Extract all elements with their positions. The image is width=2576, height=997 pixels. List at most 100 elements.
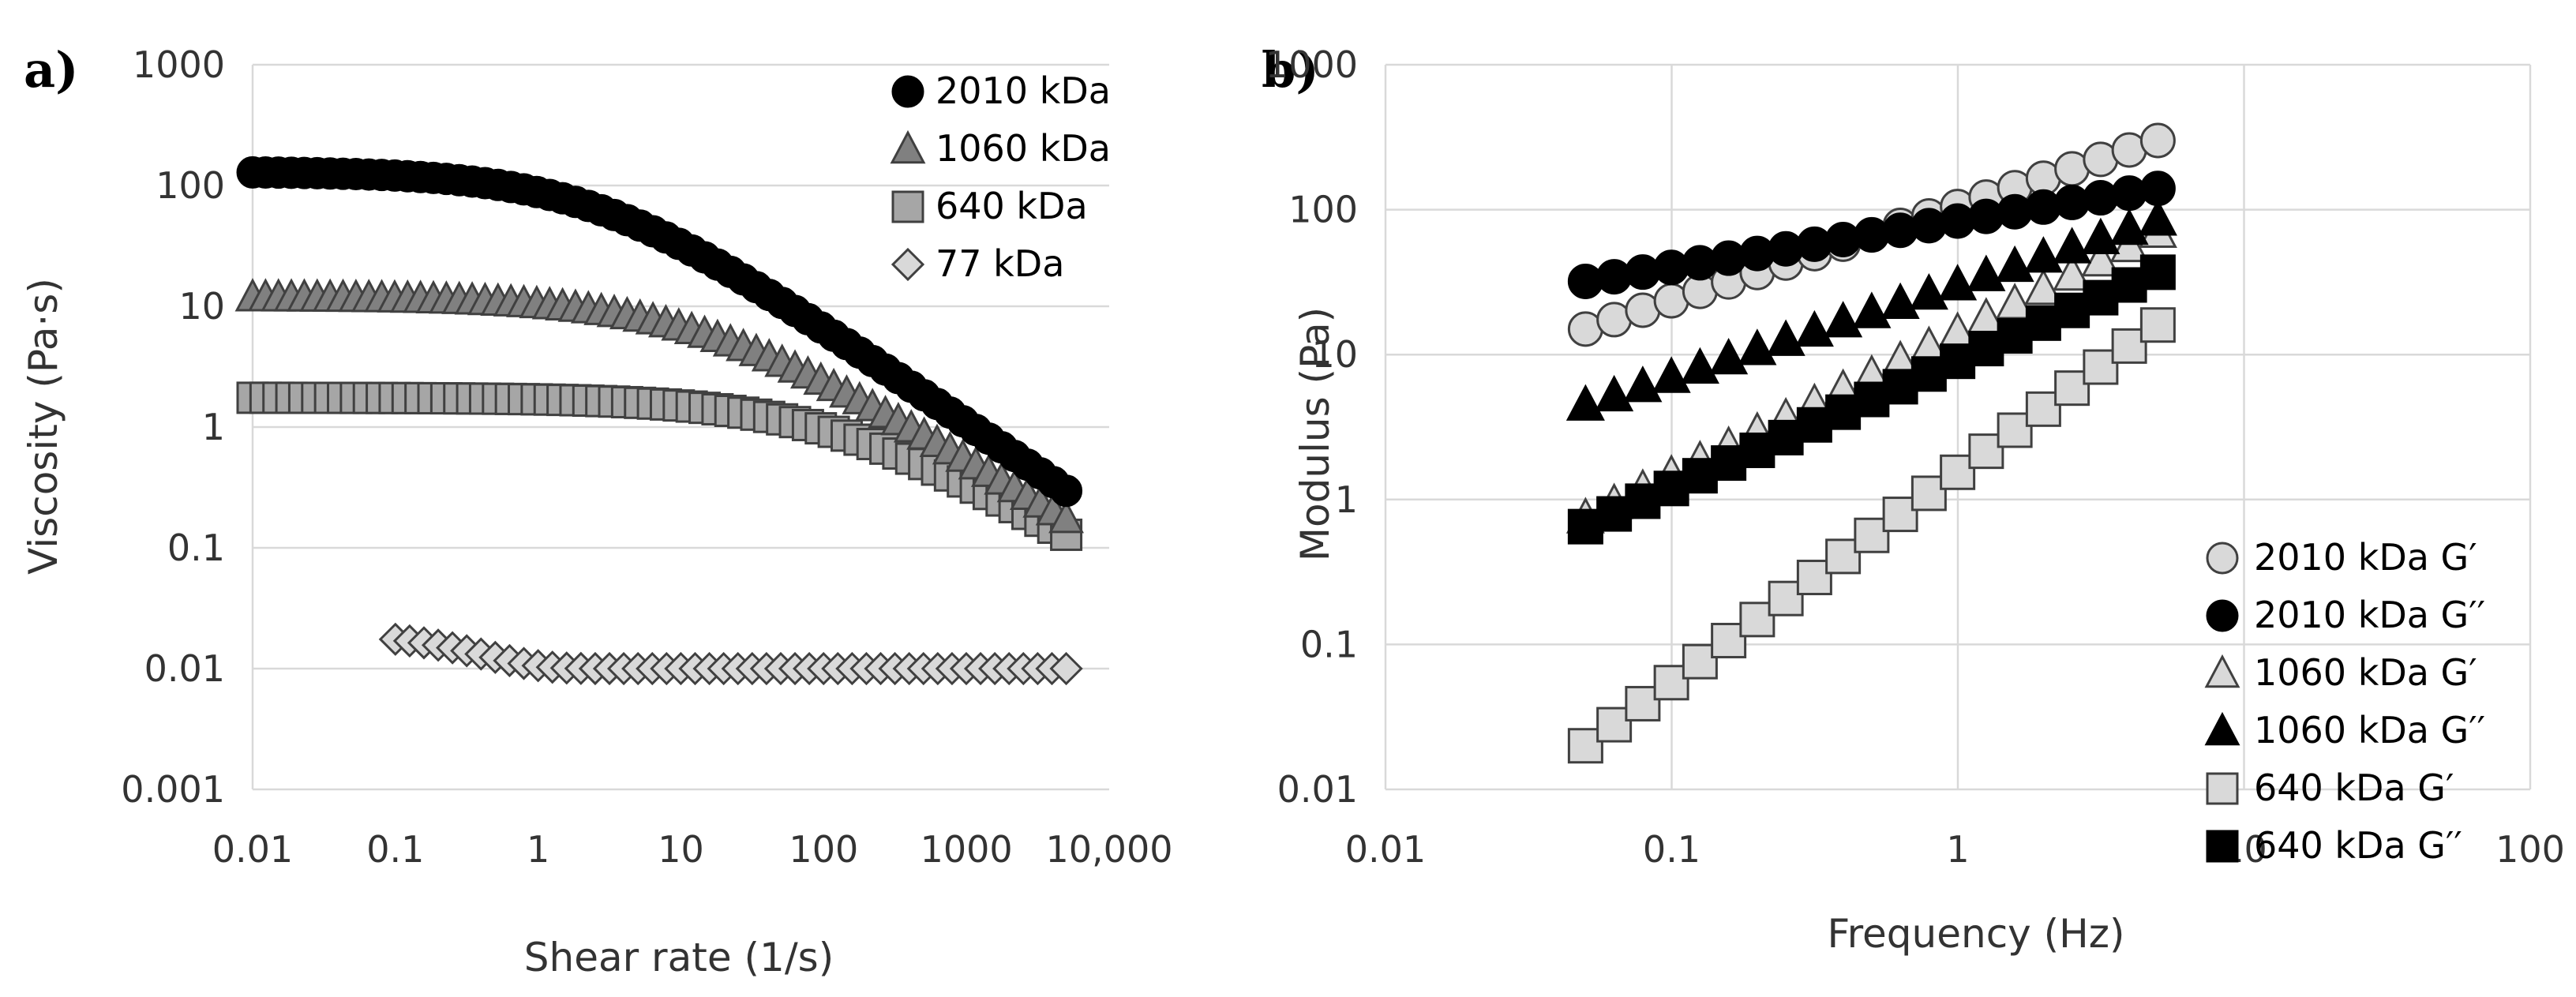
series-640-kda-g-prime xyxy=(1567,307,2176,764)
y-tick-label: 1000 xyxy=(133,43,225,86)
panel-b-data-points xyxy=(1565,122,2177,764)
panel-a-data-points xyxy=(234,156,1085,686)
legend-label: 640 kDa G′′ xyxy=(2254,824,2462,867)
data-point xyxy=(1652,356,1691,393)
panel-a-y-ticks: 0.001 0.01 0.1 1 10 100 1000 xyxy=(121,43,225,811)
data-point xyxy=(1595,374,1634,412)
y-tick-label: 0.01 xyxy=(1277,768,1358,811)
legend-marker xyxy=(2204,654,2240,688)
data-point xyxy=(1909,272,1948,310)
x-tick-label: 10,000 xyxy=(1046,828,1173,871)
legend-item-77-kda: 77 kDa xyxy=(891,242,1064,285)
data-point xyxy=(1967,254,2006,291)
legend-marker xyxy=(2204,711,2240,746)
data-point xyxy=(1050,474,1083,508)
legend-item-1060-kda: 1060 kDa xyxy=(890,127,1111,170)
legend-item-2010-kda-g-prime-prime: 2010 kDa G′′ xyxy=(2206,594,2485,636)
data-point xyxy=(1852,291,1892,328)
data-point xyxy=(2023,236,2063,273)
panel-a-x-ticks: 0.01 0.1 1 10 100 1000 10,000 xyxy=(212,828,1173,871)
data-point xyxy=(1049,651,1083,686)
legend-item-1060-kda-g-prime-prime: 1060 kDa G′′ xyxy=(2204,709,2485,751)
series-77-kda xyxy=(378,622,1083,686)
y-tick-label: 1 xyxy=(1335,478,1358,521)
data-point xyxy=(1738,328,1777,365)
legend-item-2010-kda-g-prime: 2010 kDa G′ xyxy=(2206,536,2477,579)
data-point xyxy=(2081,217,2120,254)
legend-item-1060-kda-g-prime: 1060 kDa G′ xyxy=(2204,651,2477,694)
series-640-kda-g-prime-prime xyxy=(1567,254,2176,545)
panel-b-y-label: Modulus (Pa) xyxy=(1292,307,1338,561)
series-2010-kda xyxy=(236,156,1083,508)
x-tick-label: 1 xyxy=(1946,828,1969,871)
legend-item-640-kda-g-prime: 640 kDa G′ xyxy=(2206,766,2454,809)
legend-marker xyxy=(2206,772,2239,805)
data-point xyxy=(1766,319,1805,356)
data-point xyxy=(2053,227,2092,264)
data-point xyxy=(1794,309,1834,347)
y-tick-label: 0.01 xyxy=(144,647,225,690)
y-tick-label: 1 xyxy=(202,406,225,448)
x-tick-label: 0.01 xyxy=(1345,828,1426,871)
y-tick-label: 1000 xyxy=(1266,43,1358,86)
legend-marker xyxy=(891,75,924,108)
data-point xyxy=(2053,253,2092,291)
legend-marker xyxy=(891,247,925,282)
legend-label: 2010 kDa G′′ xyxy=(2254,594,2485,636)
panel-b-legend: 2010 kDa G′ 2010 kDa G′′ 1060 kDa G′ 1060 k… xyxy=(2204,536,2485,867)
data-point xyxy=(2023,268,2063,305)
panel-b-letter: b) xyxy=(1262,41,1319,99)
x-tick-label: 10 xyxy=(658,828,704,871)
data-point xyxy=(2054,370,2090,407)
panel-a-chart: a) 0.001 0.01 0.1 1 10 100 1000 0.01 0.1 1 10 100 1… xyxy=(21,41,1172,980)
data-point xyxy=(1565,384,1605,421)
data-point xyxy=(2139,307,2176,343)
data-point xyxy=(1709,337,1749,375)
series-1060-kda xyxy=(234,278,1085,534)
data-point xyxy=(1824,301,1863,338)
y-tick-label: 10 xyxy=(178,285,225,328)
data-point xyxy=(2109,208,2149,246)
x-tick-label: 100 xyxy=(2495,828,2565,871)
legend-marker xyxy=(891,190,924,223)
data-point xyxy=(1711,622,1747,658)
legend-label: 2010 kDa xyxy=(936,69,1111,112)
legend-item-640-kda: 640 kDa xyxy=(891,185,1088,227)
data-point xyxy=(2081,239,2120,277)
panel-b-x-label: Frequency (Hz) xyxy=(1827,911,2124,957)
legend-label: 1060 kDa xyxy=(936,127,1111,170)
data-point xyxy=(2138,199,2177,236)
y-tick-label: 10 xyxy=(1311,333,1358,376)
y-tick-label: 0.1 xyxy=(1300,623,1358,665)
legend-label: 1060 kDa G′′ xyxy=(2254,709,2485,751)
x-tick-label: 1 xyxy=(527,828,549,871)
panel-b-chart: b) 0.01 0.1 1 10 100 1000 0.01 0.1 1 10 100 Modul… xyxy=(1262,41,2565,957)
data-point xyxy=(1680,347,1719,384)
legend-label: 640 kDa G′ xyxy=(2254,766,2454,809)
x-tick-label: 1000 xyxy=(921,828,1013,871)
y-tick-label: 100 xyxy=(156,164,225,207)
data-point xyxy=(2025,391,2061,427)
data-point xyxy=(1995,283,2034,320)
legend-item-640-kda-g-prime-prime: 640 kDa G′′ xyxy=(2206,824,2462,867)
data-point xyxy=(1623,365,1663,403)
data-point xyxy=(2139,122,2176,159)
legend-item-2010-kda: 2010 kDa xyxy=(891,69,1111,112)
legend-marker xyxy=(890,129,926,164)
panel-a-letter: a) xyxy=(24,41,79,99)
legend-marker xyxy=(2206,830,2239,863)
legend-label: 1060 kDa G′ xyxy=(2254,651,2477,694)
data-point xyxy=(1596,707,1633,743)
legend-label: 640 kDa xyxy=(936,185,1088,227)
data-point xyxy=(1048,500,1085,534)
series-1060-kda-g-prime-prime xyxy=(1565,199,2177,421)
data-point xyxy=(1938,264,1978,301)
y-tick-label: 0.001 xyxy=(121,768,225,811)
legend-marker xyxy=(2206,599,2239,632)
data-point xyxy=(2139,254,2176,290)
y-tick-label: 0.1 xyxy=(167,527,225,569)
data-point xyxy=(1880,282,1920,319)
legend-label: 77 kDa xyxy=(936,242,1064,285)
x-tick-label: 100 xyxy=(789,828,858,871)
